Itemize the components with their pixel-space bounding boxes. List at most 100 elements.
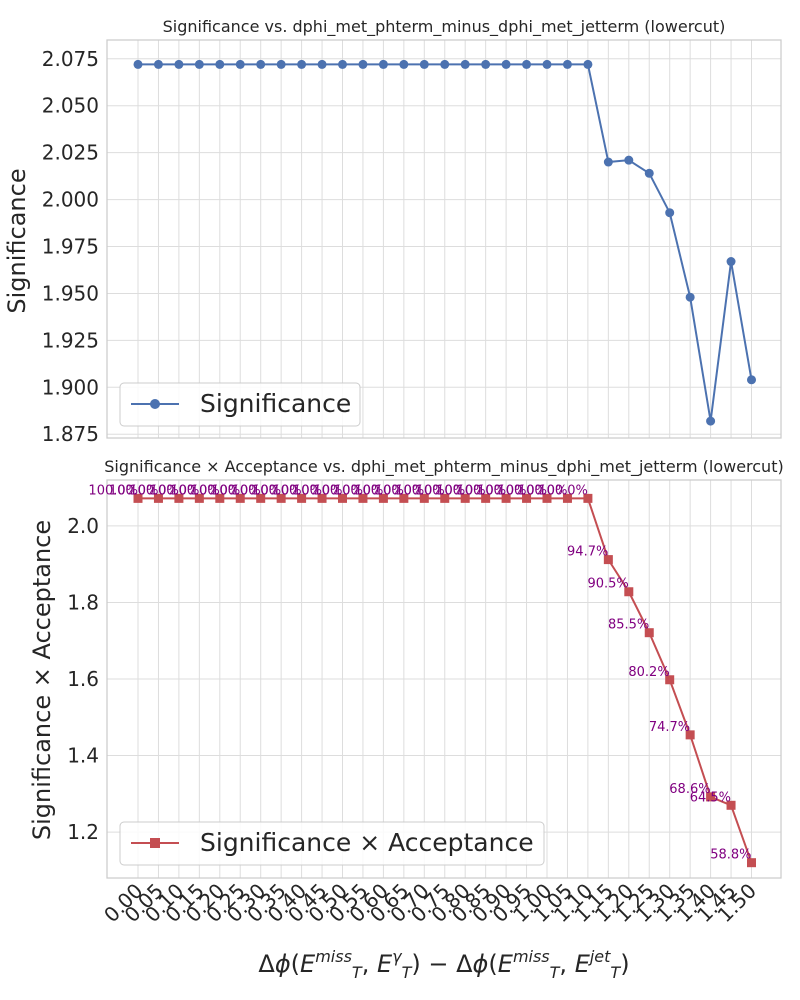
data-point [133, 59, 143, 69]
acceptance-label: 100.0% [416, 483, 466, 498]
data-point [235, 493, 245, 503]
acceptance-label: 68.6% [669, 782, 710, 797]
y-tick-label: 1.8 [67, 590, 99, 614]
y-tick-label: 1.950 [42, 281, 99, 305]
acceptance-label: 85.5% [608, 618, 649, 633]
top-legend-label: Significance [200, 389, 351, 418]
top-legend-marker [150, 399, 160, 409]
acceptance-label: 100.0% [313, 483, 363, 498]
data-point [256, 493, 266, 503]
y-tick-label: 1.2 [67, 820, 99, 844]
y-tick-label: 1.925 [42, 328, 99, 352]
acceptance-label: 100.0% [170, 483, 220, 498]
bottom-series-significance-acceptance [133, 493, 756, 868]
y-tick-label: 1.6 [67, 667, 99, 691]
data-point [317, 59, 327, 69]
data-point [542, 59, 552, 69]
top-plot-frame [106, 39, 782, 439]
data-point [726, 257, 736, 267]
top-legend: Significance [119, 382, 361, 427]
data-point [747, 375, 756, 385]
top-chart: Significance vs. dphi_met_phterm_minus_d… [3, 17, 782, 446]
data-point [194, 59, 204, 69]
data-point [562, 493, 572, 503]
acceptance-label: 100.0% [129, 483, 179, 498]
data-point [153, 493, 163, 503]
y-tick-label: 1.4 [67, 744, 99, 768]
data-point [706, 792, 716, 802]
data-point [665, 675, 675, 685]
data-point [562, 59, 572, 69]
y-tick-label: 2.075 [42, 47, 99, 71]
bottom-legend-label: Significance × Acceptance [200, 828, 534, 857]
data-point [174, 59, 184, 69]
acceptance-label: 100.0% [232, 483, 282, 498]
data-point [338, 493, 347, 503]
data-point [399, 493, 409, 503]
top-y-axis-label: Significance [3, 168, 31, 313]
acceptance-label: 90.5% [587, 577, 628, 592]
data-point [174, 493, 184, 503]
y-tick-label: 2.000 [42, 188, 99, 212]
acceptance-label: 100.0% [354, 483, 404, 498]
data-point [747, 858, 756, 868]
data-point [358, 59, 368, 69]
data-point [481, 493, 491, 503]
data-point [235, 59, 245, 69]
data-point [276, 493, 286, 503]
data-point [603, 555, 613, 565]
acceptance-label: 100.0% [191, 483, 241, 498]
bottom-acceptance-annotations: 100.0%100.0%100.0%100.0%100.0%100.0%100.… [88, 483, 751, 862]
data-point [215, 493, 225, 503]
top-y-tick-labels: 1.875 1.900 1.925 1.950 1.975 2.000 2.025 2.050… [42, 47, 99, 446]
data-point [726, 800, 736, 810]
top-chart-title: Significance vs. dphi_met_phterm_minus_d… [163, 17, 726, 37]
bottom-chart-title: Significance × Acceptance vs. dphi_met_p… [104, 457, 783, 477]
acceptance-label: 100.0% [436, 483, 486, 498]
acceptance-label: 100.0% [109, 483, 159, 498]
data-point [338, 59, 347, 69]
y-tick-label: 1.900 [42, 375, 99, 399]
data-point [440, 59, 450, 69]
acceptance-label: 100.0% [211, 483, 261, 498]
data-point [583, 493, 593, 503]
data-point [378, 493, 388, 503]
y-tick-label: 1.875 [42, 422, 99, 446]
data-point [419, 59, 429, 69]
acceptance-label: 100.0% [375, 483, 425, 498]
acceptance-label: 100.0% [293, 483, 343, 498]
data-point [685, 730, 695, 740]
acceptance-label: 100.0% [497, 483, 547, 498]
data-point [583, 59, 593, 69]
data-point [358, 493, 368, 503]
bottom-plot-frame [106, 479, 782, 879]
data-point [297, 59, 307, 69]
top-legend-box [119, 382, 361, 427]
acceptance-label: 100.0% [150, 483, 200, 498]
data-point [419, 493, 429, 503]
acceptance-label: 100.0% [272, 483, 322, 498]
data-point [685, 292, 695, 302]
y-tick-label: 2.050 [42, 94, 99, 118]
data-point [644, 168, 654, 178]
acceptance-label: 100.0% [395, 483, 445, 498]
data-point [706, 416, 716, 426]
data-point [542, 493, 552, 503]
acceptance-label: 100.0% [252, 483, 302, 498]
data-point [297, 493, 307, 503]
data-point [399, 59, 409, 69]
data-point [603, 157, 613, 167]
data-point [501, 59, 511, 69]
data-point [133, 493, 143, 503]
data-point [522, 493, 532, 503]
data-point [194, 493, 204, 503]
data-point [665, 208, 675, 218]
data-point [215, 59, 225, 69]
top-series-significance [133, 59, 756, 426]
acceptance-label: 64.5% [690, 790, 731, 805]
data-point [624, 155, 634, 165]
data-point [624, 587, 634, 597]
acceptance-label: 100.0% [518, 483, 568, 498]
bottom-legend-marker [150, 838, 160, 848]
